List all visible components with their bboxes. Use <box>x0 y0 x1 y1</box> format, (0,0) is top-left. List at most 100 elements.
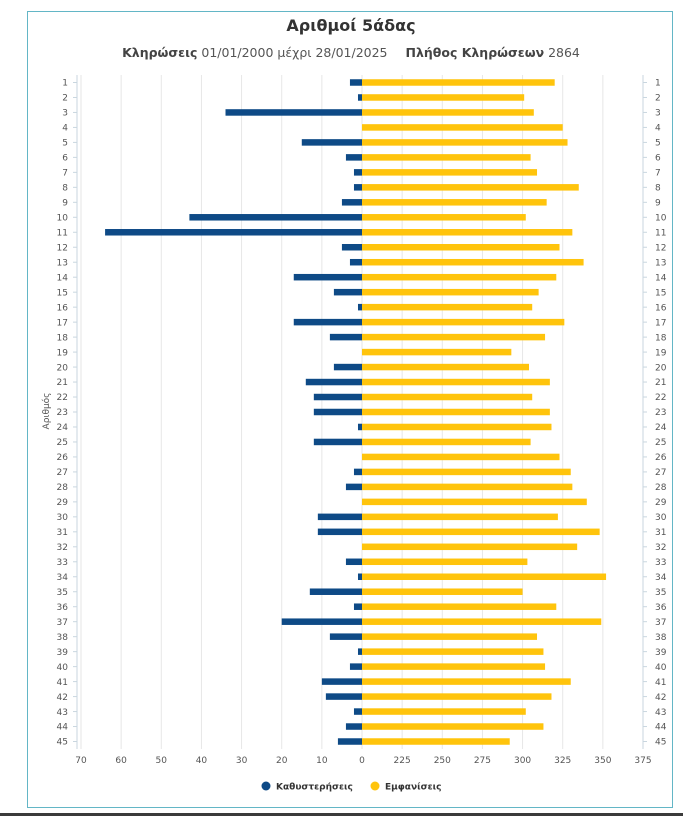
bar-delay <box>349 663 362 670</box>
category-label-left: 11 <box>57 228 68 238</box>
category-label-left: 25 <box>57 438 68 448</box>
bar-delay <box>333 288 362 296</box>
category-label-left: 35 <box>57 588 68 598</box>
category-label-left: 6 <box>62 154 68 164</box>
category-label-left: 43 <box>57 708 68 718</box>
category-label-left: 8 <box>62 184 68 194</box>
bar-delay <box>345 558 362 566</box>
category-label-left: 38 <box>57 633 69 643</box>
bar-delay <box>345 483 362 491</box>
bar-delay <box>353 603 362 610</box>
legend-label: Καθυστερήσεις <box>276 783 353 793</box>
category-label-left: 29 <box>57 498 69 508</box>
x-tick-left: 70 <box>75 756 87 766</box>
bar-appearances <box>362 693 552 700</box>
y-axis-title: Αριθμός <box>41 393 52 430</box>
bar-appearances <box>362 378 550 386</box>
subtitle-date-range: 01/01/2000 μέχρι 28/01/2025 <box>201 45 387 60</box>
bar-appearances <box>362 483 573 491</box>
bar-appearances <box>362 723 544 730</box>
x-tick-left: 20 <box>276 756 288 766</box>
bar-delay <box>317 513 362 521</box>
category-label-left: 10 <box>57 213 69 223</box>
x-tick-left: 10 <box>316 756 328 766</box>
bar-appearances <box>362 648 544 655</box>
category-label-left: 42 <box>57 693 68 703</box>
category-label-right: 44 <box>655 723 667 733</box>
category-label-left: 32 <box>57 543 68 553</box>
x-tick-left: 50 <box>156 756 168 766</box>
bar-delay <box>309 588 362 595</box>
x-tick-right: 250 <box>434 756 451 766</box>
bar-delay <box>345 723 362 730</box>
bar-delay <box>357 573 362 581</box>
category-label-left: 36 <box>57 603 69 613</box>
bar-delay <box>313 393 362 401</box>
bar-delay <box>353 184 362 191</box>
bar-delay <box>337 738 362 745</box>
category-label-right: 11 <box>655 228 666 238</box>
category-label-left: 40 <box>57 663 69 673</box>
category-label-right: 4 <box>655 124 661 134</box>
bar-delay <box>357 303 362 311</box>
category-label-left: 13 <box>57 258 68 268</box>
bar-appearances <box>362 258 584 266</box>
category-label-left: 14 <box>57 273 69 283</box>
bar-appearances <box>362 169 538 176</box>
bar-appearances <box>362 513 558 521</box>
bar-appearances <box>362 528 600 536</box>
category-label-left: 24 <box>57 423 69 433</box>
bar-delay <box>353 169 362 176</box>
category-label-right: 10 <box>655 213 667 223</box>
category-label-left: 9 <box>62 199 68 209</box>
bar-delay <box>225 109 362 116</box>
bar-appearances <box>362 603 557 610</box>
bar-delay <box>313 438 362 446</box>
bar-appearances <box>362 184 579 191</box>
bar-appearances <box>362 558 528 566</box>
bar-delay <box>349 79 362 86</box>
bar-delay <box>333 363 362 371</box>
x-tick-left: 60 <box>115 756 127 766</box>
chart-title: Αριθμοί 5άδας <box>286 16 415 35</box>
category-label-right: 28 <box>655 483 667 493</box>
x-tick-right: 325 <box>554 756 571 766</box>
bar-appearances <box>362 498 587 506</box>
bar-appearances <box>362 154 531 161</box>
category-label-right: 13 <box>655 258 666 268</box>
category-label-right: 9 <box>655 199 661 209</box>
bar-appearances <box>362 288 539 296</box>
category-label-left: 23 <box>57 408 68 418</box>
bar-delay <box>293 273 362 281</box>
category-label-left: 34 <box>57 573 69 583</box>
category-label-left: 2 <box>62 94 68 104</box>
category-label-left: 15 <box>57 288 68 298</box>
bar-appearances <box>362 573 607 581</box>
bar-appearances <box>362 303 533 311</box>
bar-appearances <box>362 468 571 476</box>
bar-appearances <box>362 408 550 416</box>
category-label-right: 31 <box>655 528 666 538</box>
category-label-left: 27 <box>57 468 68 478</box>
bar-delay <box>329 333 362 341</box>
category-label-right: 29 <box>655 498 667 508</box>
category-label-right: 32 <box>655 543 666 553</box>
bar-appearances <box>362 438 531 446</box>
category-label-right: 33 <box>655 558 666 568</box>
category-label-left: 37 <box>57 618 68 628</box>
bar-appearances <box>362 79 555 86</box>
category-label-right: 27 <box>655 468 666 478</box>
bar-appearances <box>362 109 534 116</box>
bar-delay <box>341 243 362 251</box>
bar-delay <box>313 408 362 416</box>
x-tick-left: 0 <box>359 756 365 766</box>
category-label-left: 4 <box>62 124 68 134</box>
bar-delay <box>353 708 362 715</box>
bar-delay <box>357 423 362 431</box>
category-label-left: 5 <box>62 139 68 149</box>
bar-appearances <box>362 348 512 356</box>
category-label-right: 39 <box>655 648 667 658</box>
category-label-right: 15 <box>655 288 666 298</box>
category-label-left: 26 <box>57 453 69 463</box>
